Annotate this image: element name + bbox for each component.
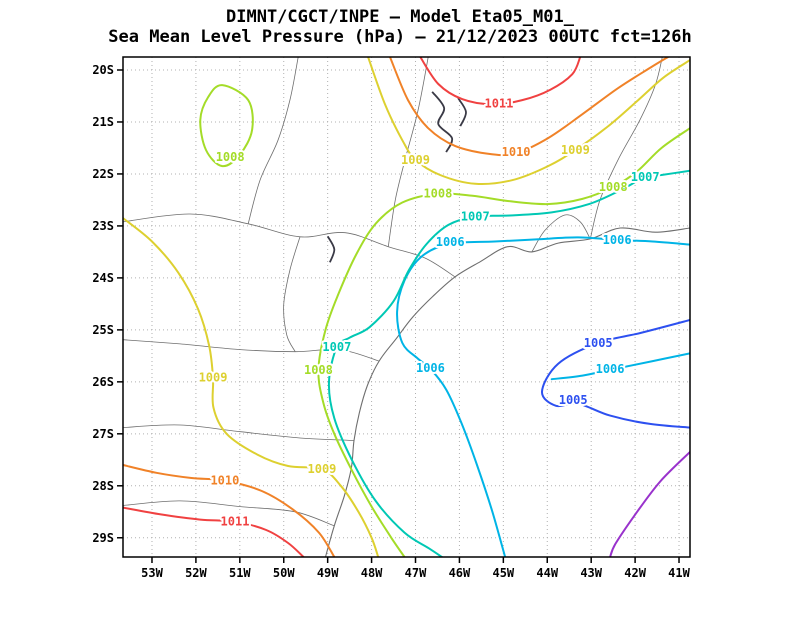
contour-label-1007: 1007 xyxy=(461,210,490,224)
plot-frame xyxy=(122,56,691,558)
contour-label-1008: 1008 xyxy=(216,150,245,164)
y-tick-label: 25S xyxy=(92,323,114,337)
y-tick-label: 20S xyxy=(92,63,114,77)
x-tick-label: 51W xyxy=(229,566,251,580)
state-border xyxy=(123,500,335,527)
state-border xyxy=(589,57,663,239)
x-tick-label: 53W xyxy=(141,566,163,580)
state-border xyxy=(123,339,380,362)
contour-1011 xyxy=(123,506,305,557)
chart-title-line2: Sea Mean Level Pressure (hPa) – 21/12/20… xyxy=(108,27,691,47)
reservoir xyxy=(326,235,336,263)
state-border xyxy=(531,214,591,253)
x-tick-label: 48W xyxy=(361,566,383,580)
contour-label-1009: 1009 xyxy=(401,153,430,167)
contour-1009 xyxy=(367,57,690,186)
x-tick-label: 46W xyxy=(449,566,471,580)
contour-label-1008: 1008 xyxy=(599,180,628,194)
state-border xyxy=(123,213,456,278)
coastline xyxy=(324,227,690,557)
contour-label-1006: 1006 xyxy=(416,361,445,375)
contour-label-1008: 1008 xyxy=(304,363,333,377)
chart-title-line1: DIMNT/CGCT/INPE – Model Eta05_M01_ xyxy=(226,7,575,27)
y-tick-label: 22S xyxy=(92,167,114,181)
contour-label-1005: 1005 xyxy=(584,336,613,350)
y-tick-label: 27S xyxy=(92,427,114,441)
contour-label-1007: 1007 xyxy=(322,340,351,354)
contour-1010 xyxy=(123,464,336,557)
contour-1009 xyxy=(123,217,380,557)
contour-label-1006: 1006 xyxy=(596,362,625,376)
y-tick-label: 23S xyxy=(92,219,114,233)
contour-1004 xyxy=(609,451,690,557)
contour-label-1011: 1011 xyxy=(221,515,250,529)
state-border xyxy=(123,424,355,441)
y-tick-label: 29S xyxy=(92,531,114,545)
state-border xyxy=(283,236,301,352)
axes-layer: 53W 52W 51W 50W 49W 48W 47W 46W 45W 44W 43W 42W 41W 2… xyxy=(92,56,691,580)
x-tick-label: 45W xyxy=(492,566,514,580)
x-tick-label: 42W xyxy=(624,566,646,580)
contour-label-1011: 1011 xyxy=(484,96,513,110)
x-tick-label: 50W xyxy=(273,566,295,580)
x-tick-label: 52W xyxy=(185,566,207,580)
x-tick-label: 44W xyxy=(536,566,558,580)
state-border xyxy=(387,57,429,247)
x-tick-label: 41W xyxy=(668,566,690,580)
contour-1006 xyxy=(396,236,690,557)
contour-1010 xyxy=(389,57,669,157)
contour-label-1009: 1009 xyxy=(199,371,228,385)
x-tick-label: 49W xyxy=(317,566,339,580)
contour-label-1009: 1009 xyxy=(561,143,590,157)
x-tick-label: 43W xyxy=(580,566,602,580)
x-tick-label: 47W xyxy=(405,566,427,580)
contour-1011 xyxy=(419,57,582,106)
contour-1005 xyxy=(541,319,690,429)
y-tick-label: 28S xyxy=(92,479,114,493)
contour-label-1005: 1005 xyxy=(559,393,588,407)
contour-layer xyxy=(123,57,690,557)
contour-label-1010: 1010 xyxy=(210,474,239,488)
contour-1008 xyxy=(199,84,254,168)
contour-label-1008: 1008 xyxy=(423,187,452,201)
contour-label-1009: 1009 xyxy=(308,462,337,476)
contour-label-1007: 1007 xyxy=(631,170,660,184)
contour-label-1006: 1006 xyxy=(603,233,632,247)
contour-1006 xyxy=(550,352,690,381)
reservoir xyxy=(431,91,454,153)
y-tick-label: 26S xyxy=(92,375,114,389)
grid-layer xyxy=(123,57,690,557)
contour-label-1010: 1010 xyxy=(502,145,531,159)
contour-1008 xyxy=(317,127,690,557)
y-tick-label: 21S xyxy=(92,115,114,129)
state-border xyxy=(247,57,299,224)
contour-1007 xyxy=(327,169,690,557)
y-tick-label: 24S xyxy=(92,271,114,285)
basemap-layer xyxy=(123,57,690,557)
reservoir xyxy=(457,97,467,127)
contour-label-1006: 1006 xyxy=(436,235,465,249)
